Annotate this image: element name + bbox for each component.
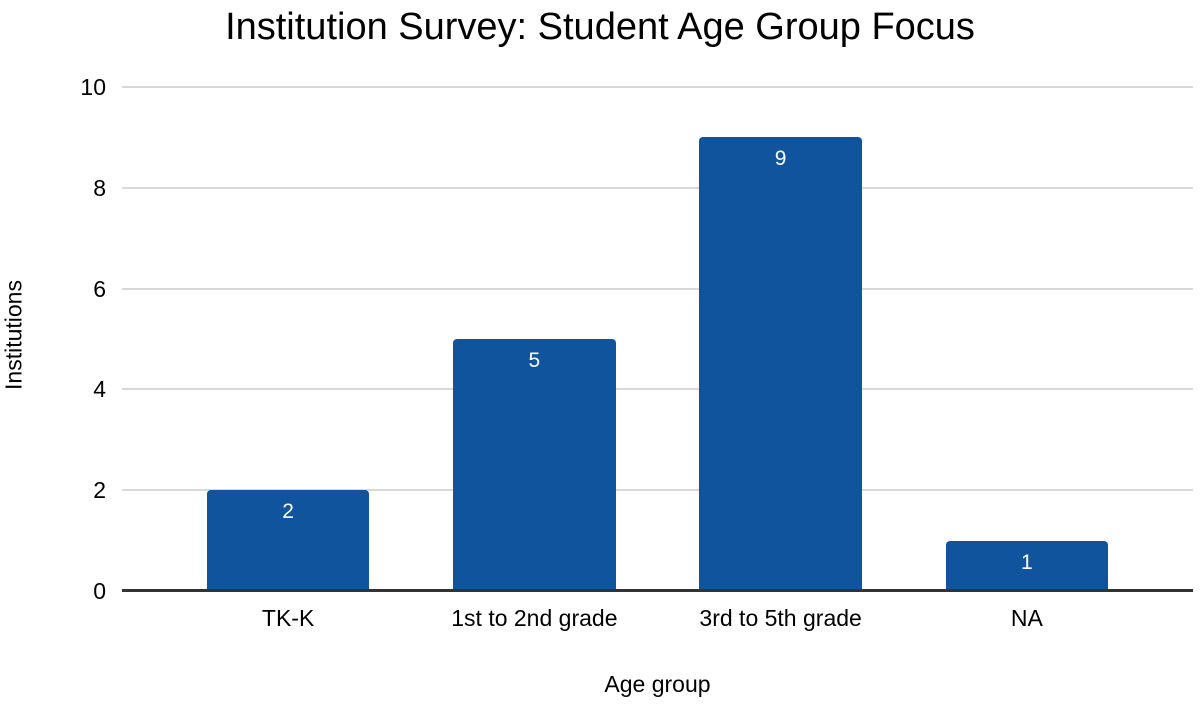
bar-slot: 1: [904, 87, 1150, 591]
x-tick-label-1st-to-2nd-grade: 1st to 2nd grade: [451, 605, 618, 631]
plot-area: 2 5 9 1: [122, 86, 1193, 592]
y-tick-label: 0: [93, 578, 106, 604]
x-axis-labels: TK-K 1st to 2nd grade 3rd to 5th grade NA: [165, 604, 1150, 632]
bar-value-label: 2: [282, 500, 294, 524]
bar-value-label: 1: [1021, 550, 1033, 574]
gridlines: [122, 86, 1193, 591]
bar-value-label: 9: [774, 147, 787, 171]
chart-title: Institution Survey: Student Age Group Fo…: [225, 6, 975, 48]
bar-value-label: 5: [528, 349, 541, 372]
y-tick-label: 8: [93, 174, 106, 201]
bar-slot: 2: [165, 87, 411, 591]
y-tick-label: 4: [93, 376, 106, 403]
gridline: [122, 388, 1193, 391]
bar-1st-to-2nd-grade: 5: [453, 339, 616, 591]
x-axis-line: [122, 589, 1193, 592]
gridline: [122, 86, 1193, 88]
y-tick-label: 2: [93, 477, 106, 504]
bar-3rd-to-5th-grade: 9: [699, 137, 862, 591]
gridline: [122, 489, 1193, 492]
gridline: [122, 186, 1193, 189]
bar-slot: 5: [411, 87, 657, 591]
gridline: [122, 287, 1193, 290]
y-tick-label: 10: [80, 74, 106, 100]
x-axis-title: Age group: [604, 671, 711, 697]
bars-row: 2 5 9 1: [165, 87, 1150, 591]
y-axis-ticks: 0 2 4 6 8 10: [0, 74, 114, 604]
y-tick-label: 6: [93, 275, 106, 302]
bar-tk-k: 2: [206, 490, 370, 591]
bar-slot: 9: [658, 87, 904, 591]
x-tick-label-3rd-to-5th-grade: 3rd to 5th grade: [699, 605, 862, 631]
x-tick-label-na: NA: [1010, 605, 1043, 631]
x-tick-label-tk-k: TK-K: [261, 605, 315, 631]
bar-na: 1: [945, 540, 1109, 591]
